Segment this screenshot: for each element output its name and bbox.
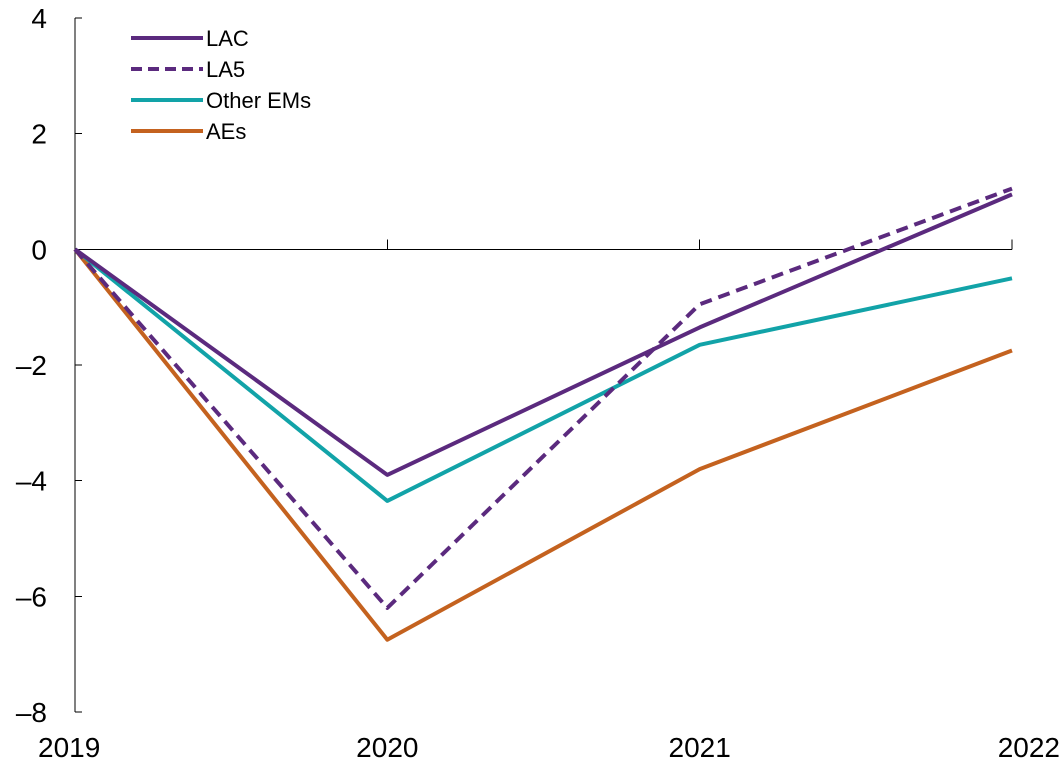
axes — [74, 17, 1013, 713]
series-line-other-ems — [73, 247, 1013, 503]
y-tick-label: 0 — [31, 234, 47, 265]
legend-label: LAC — [206, 26, 249, 51]
y-tick-label: –6 — [16, 581, 47, 612]
legend-label: AEs — [206, 119, 246, 144]
y-tick-label: –4 — [16, 466, 47, 497]
series-line-lac — [73, 192, 1013, 477]
legend-label: LA5 — [206, 57, 245, 82]
x-tick-label: 2022 — [998, 732, 1060, 763]
x-tick-label: 2020 — [356, 732, 418, 763]
y-tick-label: –8 — [16, 697, 47, 728]
y-tick-label: 2 — [31, 119, 47, 150]
series-line-la5 — [73, 186, 1013, 610]
legend: LAC LA5 Other EMs AEs — [131, 26, 311, 144]
x-tick-labels: 2019 2020 2021 2022 — [38, 732, 1060, 763]
series-layer — [73, 186, 1013, 642]
y-tick-label: 4 — [31, 3, 47, 34]
legend-label: Other EMs — [206, 88, 311, 113]
x-tick-label: 2021 — [669, 732, 731, 763]
y-tick-labels: 4 2 0 –2 –4 –6 –8 — [16, 3, 47, 728]
series-line-aes — [73, 248, 1013, 642]
x-tick-label: 2019 — [38, 732, 100, 763]
y-tick-label: –2 — [16, 350, 47, 381]
